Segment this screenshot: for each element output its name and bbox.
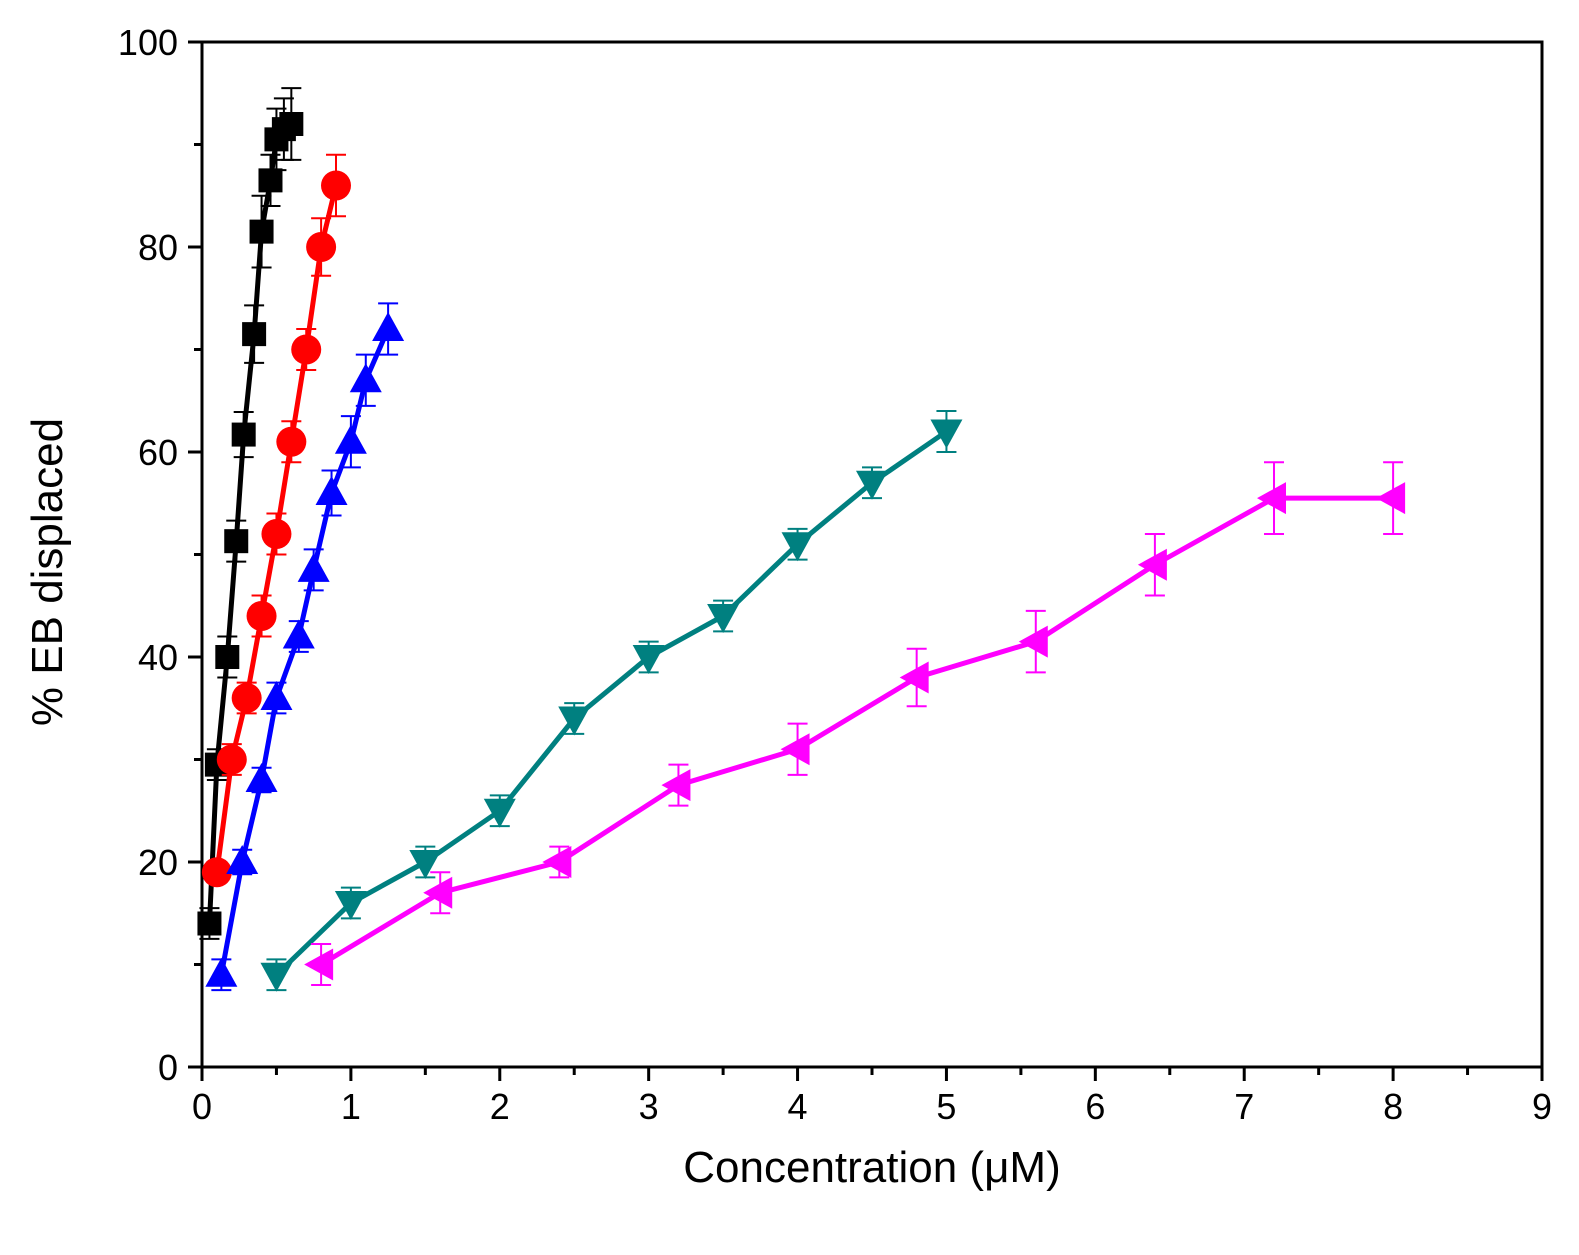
data-point — [249, 219, 274, 244]
data-point — [260, 681, 293, 710]
series-4 — [304, 461, 1406, 986]
x-tick-label: 4 — [788, 1086, 808, 1127]
data-point — [856, 470, 888, 500]
data-point — [781, 532, 814, 562]
y-tick-label: 80 — [138, 227, 178, 268]
data-point — [242, 322, 267, 347]
data-point — [304, 948, 334, 981]
axis-ticks: 0 1 2 3 4 5 6 7 8 9 0 20 40 60 80 100 — [118, 22, 1552, 1127]
data-point — [707, 604, 740, 633]
data-point — [279, 112, 304, 136]
data-point — [930, 419, 963, 449]
data-point — [261, 519, 292, 549]
y-tick-label: 40 — [138, 637, 178, 678]
data-point — [245, 763, 278, 792]
data-point — [224, 529, 249, 554]
data-series — [197, 87, 1406, 992]
data-point — [349, 363, 382, 393]
data-point — [216, 744, 247, 775]
data-point — [291, 334, 322, 365]
data-point — [205, 957, 238, 987]
y-tick-label: 20 — [138, 842, 178, 883]
data-point — [423, 876, 453, 909]
data-point — [780, 733, 810, 766]
x-tick-label: 2 — [490, 1086, 510, 1127]
series-2 — [205, 302, 405, 992]
data-point — [306, 232, 337, 262]
data-point — [542, 846, 572, 878]
data-point — [661, 769, 691, 802]
y-axis-title: % EB displaced — [23, 418, 72, 726]
x-tick-label: 1 — [341, 1086, 361, 1127]
data-point — [409, 850, 442, 879]
data-point — [632, 645, 665, 674]
series-0 — [197, 87, 304, 940]
x-tick-label: 7 — [1234, 1086, 1254, 1127]
x-tick-label: 8 — [1383, 1086, 1403, 1127]
y-tick-label: 100 — [118, 22, 178, 63]
data-point — [1376, 482, 1406, 515]
x-tick-label: 0 — [192, 1086, 212, 1127]
data-point — [899, 661, 929, 694]
data-point — [1018, 625, 1048, 658]
data-point — [483, 798, 516, 828]
data-point — [372, 312, 405, 341]
series-3 — [260, 410, 963, 992]
x-tick-label: 5 — [936, 1086, 956, 1127]
x-tick-label: 6 — [1085, 1086, 1105, 1127]
x-tick-label: 3 — [639, 1086, 659, 1127]
data-point — [334, 424, 367, 454]
data-point — [258, 168, 283, 193]
y-tick-label: 0 — [158, 1047, 178, 1088]
data-point — [260, 962, 293, 992]
y-tick-label: 60 — [138, 432, 178, 473]
series-1 — [201, 153, 351, 888]
data-point — [334, 891, 367, 920]
data-point — [201, 857, 232, 888]
series-line — [319, 495, 1394, 967]
x-tick-label: 9 — [1532, 1086, 1552, 1127]
data-point — [282, 619, 315, 649]
data-point — [231, 422, 256, 447]
data-point — [1137, 548, 1167, 581]
data-point — [297, 552, 330, 582]
data-point — [315, 476, 348, 505]
series-line — [218, 328, 391, 976]
data-point — [231, 683, 262, 713]
x-axis-title: Concentration (μM) — [683, 1143, 1060, 1192]
data-point — [276, 426, 307, 457]
data-point — [1257, 482, 1286, 515]
data-point — [197, 911, 222, 936]
series-line — [274, 429, 948, 977]
data-point — [226, 845, 259, 874]
data-point — [321, 170, 351, 201]
data-point — [558, 706, 591, 736]
data-point — [215, 645, 240, 669]
data-point — [246, 601, 277, 631]
